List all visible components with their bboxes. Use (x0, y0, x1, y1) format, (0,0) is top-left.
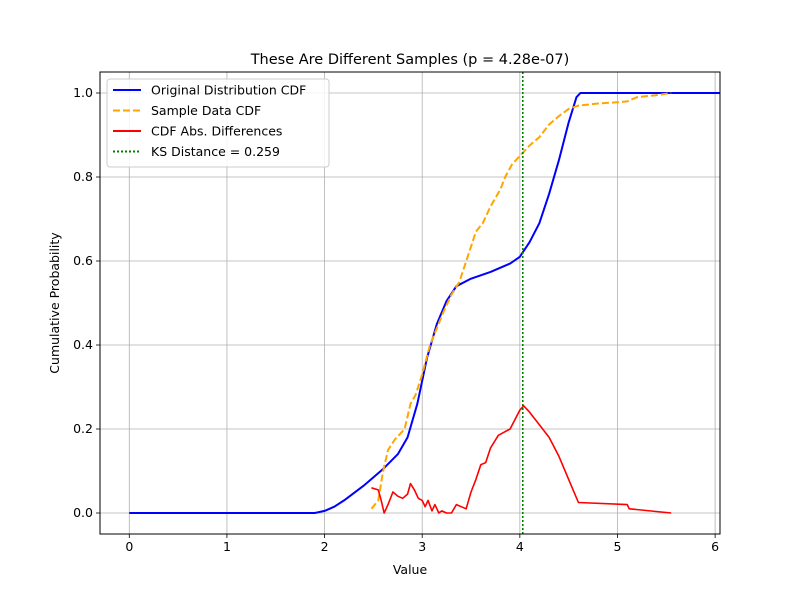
x-tick-label: 3 (418, 539, 426, 554)
legend-label: Sample Data CDF (151, 103, 261, 118)
x-tick-label: 0 (125, 539, 133, 554)
y-tick-label: 1.0 (73, 85, 93, 100)
y-tick-label: 0.8 (73, 169, 93, 184)
series-line-cdf-abs-differences (371, 405, 672, 514)
ticks: 0 1 2 3 4 5 6 0.0 0.2 0.4 0.6 0.8 1.0 (73, 85, 719, 554)
x-tick-label: 1 (223, 539, 231, 554)
axes-frame (99, 71, 721, 535)
legend-label: CDF Abs. Differences (151, 124, 282, 139)
x-axis-label: Value (393, 562, 428, 577)
y-tick-label: 0.6 (73, 253, 93, 268)
chart-title: These Are Different Samples (p = 4.28e-0… (250, 52, 570, 68)
legend: Original Distribution CDF Sample Data CDF… (106, 78, 330, 168)
x-tick-label: 2 (321, 539, 329, 554)
x-tick-label: 6 (711, 539, 719, 554)
y-tick-label: 0.4 (73, 337, 93, 352)
y-tick-label: 0.0 (73, 505, 93, 520)
legend-label: KS Distance = 0.259 (151, 144, 280, 159)
y-axis-label: Cumulative Probability (47, 232, 62, 374)
legend-label: Original Distribution CDF (151, 83, 306, 98)
series-layer (129, 72, 720, 534)
legend-box (106, 78, 330, 168)
x-tick-label: 4 (516, 539, 524, 554)
x-tick-label: 5 (614, 539, 622, 554)
series-line-sample-data-cdf (370, 92, 672, 510)
y-tick-label: 0.2 (73, 421, 93, 436)
